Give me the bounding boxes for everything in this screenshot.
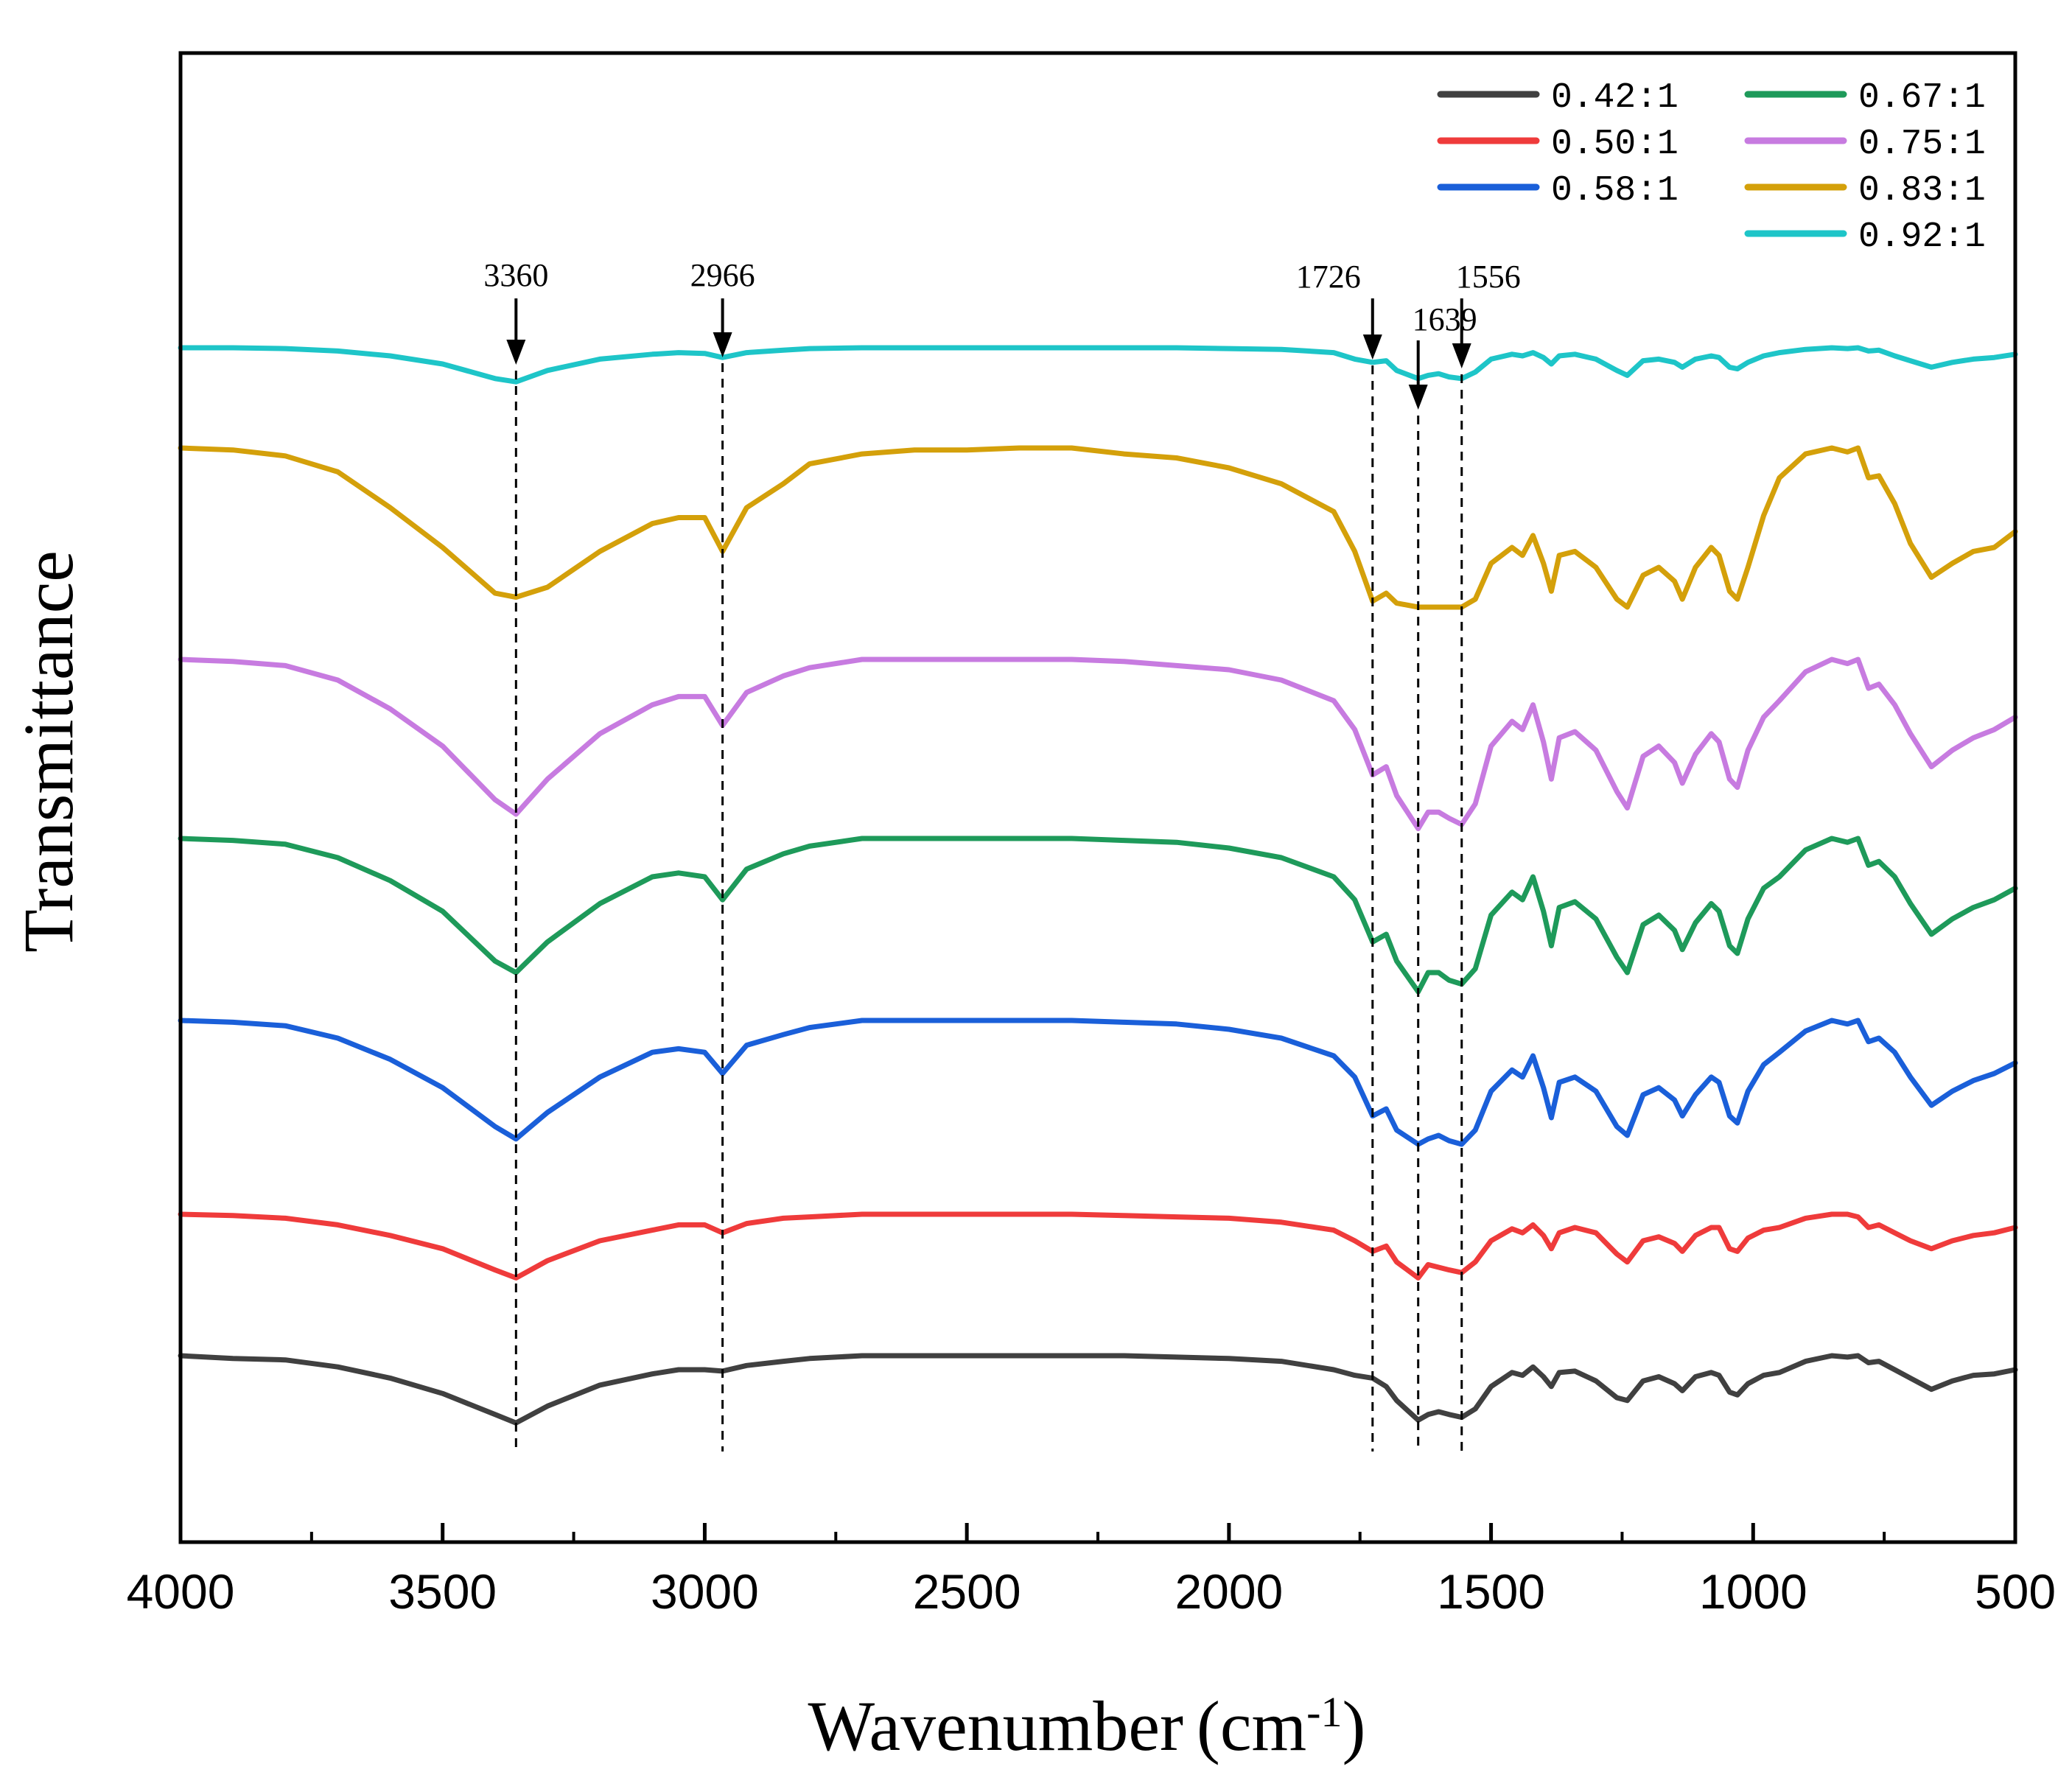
x-tick-label-3500: 3500 [388, 1564, 497, 1619]
x-tick-label-500: 500 [1975, 1564, 2056, 1619]
x-tick-label-2500: 2500 [913, 1564, 1021, 1619]
x-tick-label-1500: 1500 [1437, 1564, 1545, 1619]
x-axis-title-unit: ( [1197, 1687, 1220, 1765]
x-tick-label-3000: 3000 [651, 1564, 759, 1619]
plot-frame [178, 51, 2017, 1544]
peak-label-3360: 3360 [483, 257, 548, 293]
x-axis-title-text: Wavenumber [808, 1687, 1183, 1765]
x-tick-label-1000: 1000 [1699, 1564, 1807, 1619]
peak-arrow-head-1726 [1362, 335, 1382, 360]
legend-label-0.75:1: 0.75:1 [1858, 125, 1986, 164]
x-tick-label-2000: 2000 [1175, 1564, 1283, 1619]
peak-label-1639: 1639 [1413, 301, 1477, 337]
series-line-0.42:1 [178, 1353, 2018, 1426]
series-line-0.58:1 [178, 1018, 2018, 1147]
legend-label-0.67:1: 0.67:1 [1858, 78, 1986, 118]
series-line-0.75:1 [178, 656, 2018, 832]
spectra-layer [178, 345, 2018, 1426]
peak-arrow-head-2966 [713, 332, 732, 357]
peak-arrow-head-3360 [506, 340, 526, 365]
y-axis-title: Transmittance [9, 550, 88, 953]
peak-label-1556: 1556 [1456, 259, 1521, 295]
x-axis-title-close: ) [1343, 1687, 1366, 1765]
x-axis-unit-base: cm [1220, 1687, 1306, 1765]
legend-label-0.92:1: 0.92:1 [1858, 217, 1986, 257]
peak-arrow-head-1556 [1452, 343, 1471, 368]
legend-label-0.58:1: 0.58:1 [1551, 171, 1679, 211]
axes-layer: 4000 3500 3000 2500 2000 1500 1000 500 [127, 51, 2056, 1619]
legend-label-0.50:1: 0.50:1 [1551, 125, 1679, 164]
series-line-0.67:1 [178, 836, 2018, 995]
peak-label-1726: 1726 [1296, 259, 1361, 295]
x-axis-unit-exponent: -1 [1306, 1688, 1342, 1736]
series-line-0.92:1 [178, 345, 2018, 385]
series-line-0.50:1 [178, 1211, 2018, 1281]
x-axis-title: Wavenumber (cm-1) [808, 1687, 1366, 1765]
peak-label-2966: 2966 [690, 257, 755, 293]
series-line-0.83:1 [178, 445, 2018, 610]
peak-annotations: 3360 2966 1726 1639 1556 [483, 257, 1521, 1451]
legend: 0.42:1 0.50:1 0.58:1 0.67:1 0.75:1 0.83:1 0.92… [1437, 78, 1986, 257]
legend-label-0.83:1: 0.83:1 [1858, 171, 1986, 211]
x-tick-label-4000: 4000 [127, 1564, 235, 1619]
legend-label-0.42:1: 0.42:1 [1551, 78, 1679, 118]
peak-arrow-head-1639 [1408, 385, 1428, 410]
